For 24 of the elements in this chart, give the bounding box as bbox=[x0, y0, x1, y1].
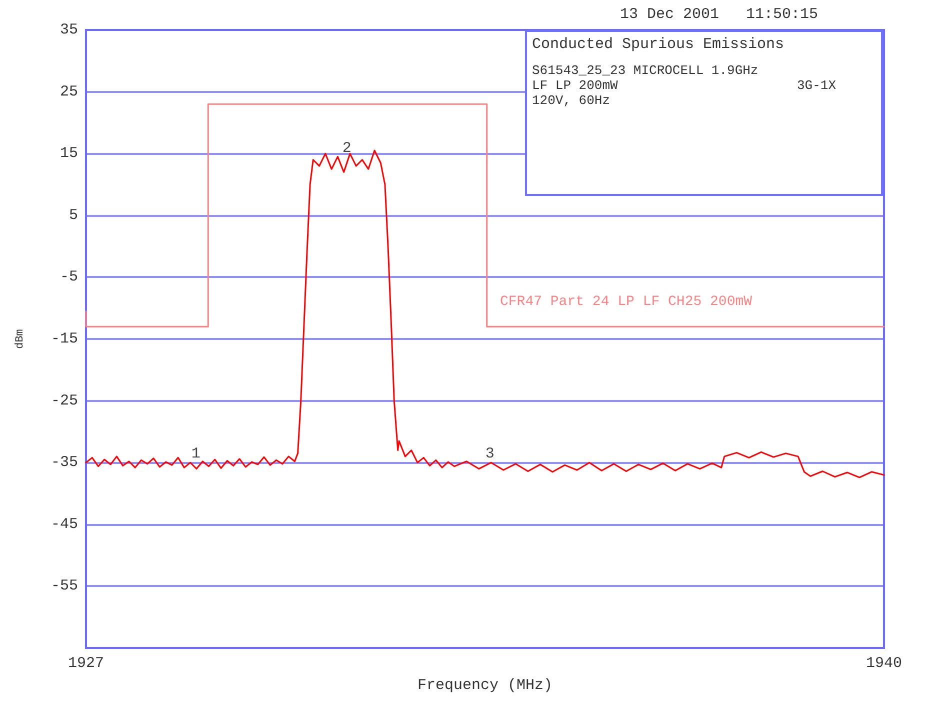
y-tick-label: -45 bbox=[50, 516, 78, 533]
y-tick-label: 25 bbox=[60, 83, 78, 100]
annotation: S61543_25_23 MICROCELL 1.9GHz bbox=[532, 63, 758, 78]
x-tick-label: 1927 bbox=[68, 655, 104, 672]
x-tick-label: 1940 bbox=[866, 655, 902, 672]
y-tick-label: -35 bbox=[50, 454, 78, 472]
y-tick-label: -15 bbox=[50, 330, 78, 348]
annotation: Conducted Spurious Emissions bbox=[532, 36, 786, 53]
annotation: 3 bbox=[485, 446, 494, 463]
y-axis-title: dBm bbox=[14, 328, 26, 349]
y-tick-label: -5 bbox=[60, 268, 78, 286]
annotation: 1 bbox=[191, 446, 200, 463]
annotation: 3G-1X bbox=[796, 78, 836, 93]
y-tick-label: 15 bbox=[60, 145, 78, 162]
annotation: 120V, 60Hz bbox=[532, 93, 610, 108]
x-axis-title: Frequency (MHz) bbox=[417, 677, 553, 694]
y-tick-label: -55 bbox=[50, 578, 78, 595]
y-tick-label: -25 bbox=[50, 392, 78, 410]
y-tick-label: 35 bbox=[60, 22, 78, 38]
annotation: LF LP 200mW bbox=[532, 78, 618, 93]
annotation: CFR47 Part 24 LP LF CH25 200mW bbox=[500, 294, 752, 310]
text: 13 Dec 2001 11:50:15 bbox=[620, 6, 818, 23]
annotation: 2 bbox=[342, 140, 352, 157]
y-tick-label: 5 bbox=[68, 206, 78, 224]
